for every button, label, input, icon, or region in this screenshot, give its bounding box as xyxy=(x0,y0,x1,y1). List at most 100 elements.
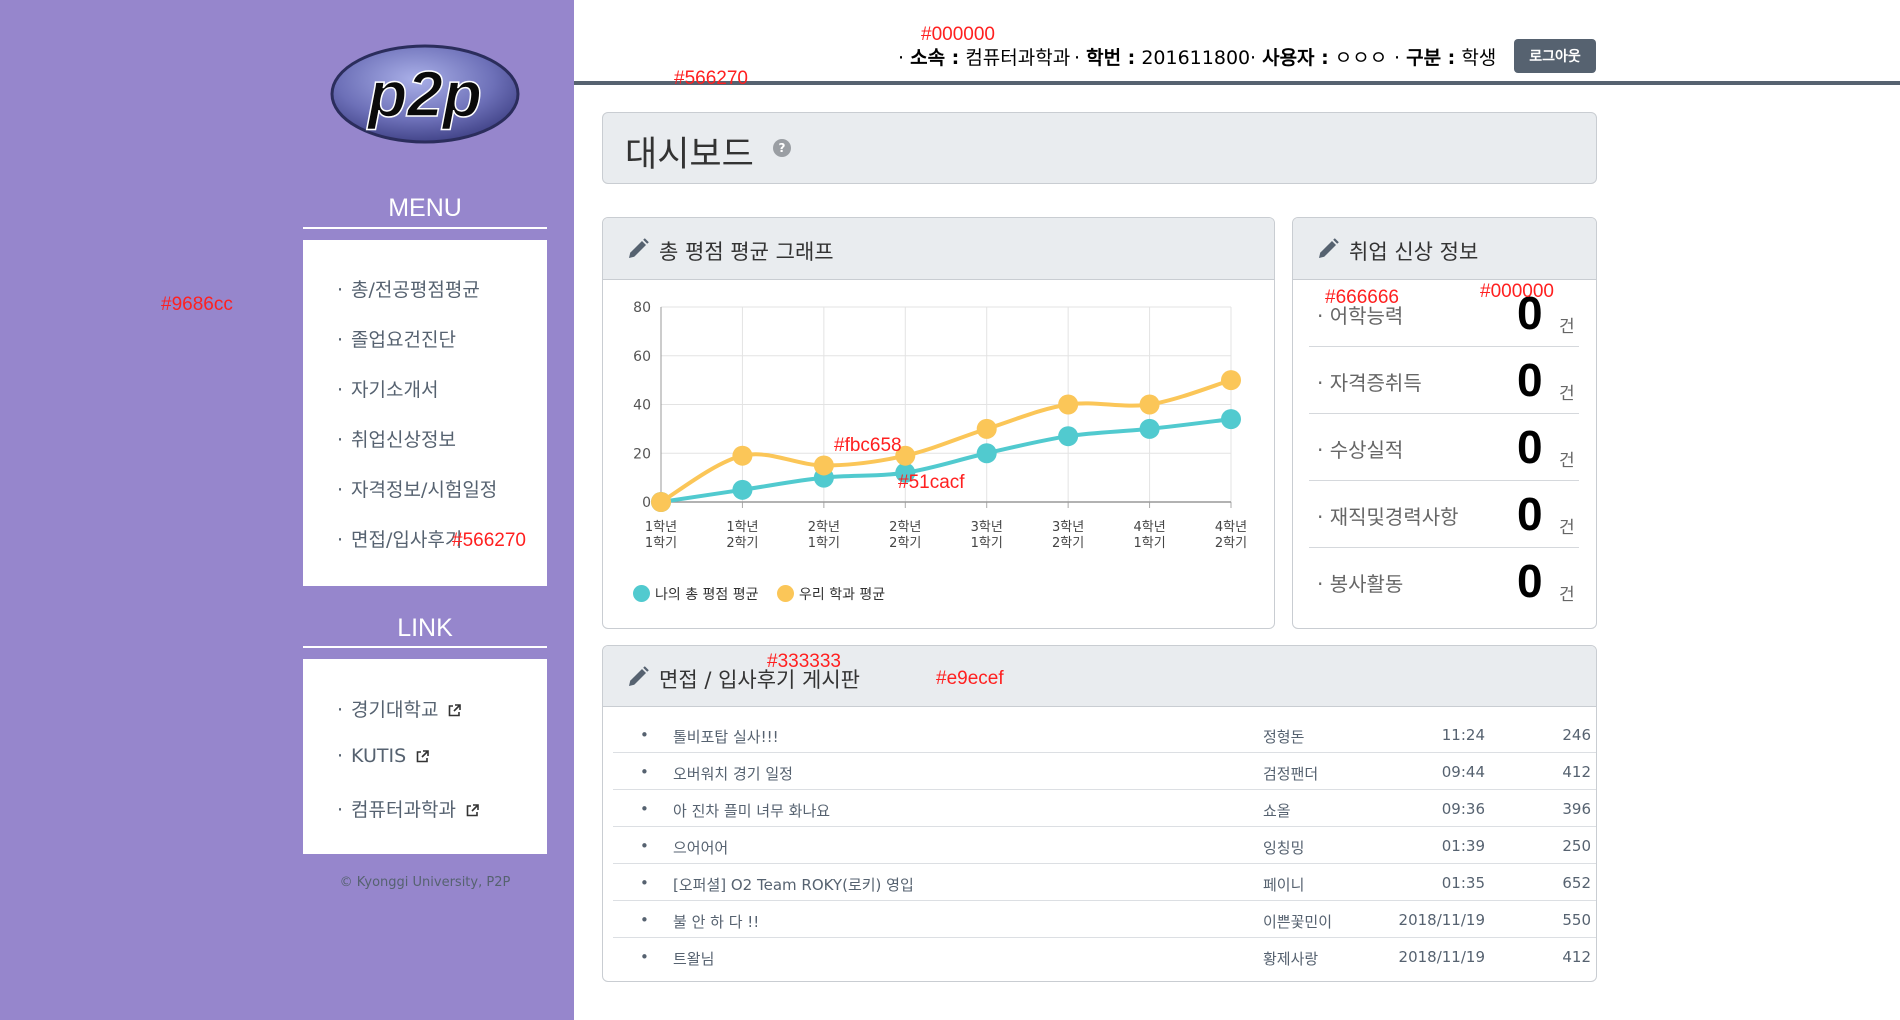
job-label: · 봉사활동 xyxy=(1317,572,1404,596)
menu-item-label: 취업신상정보 xyxy=(351,429,456,451)
page-title: 대시보드 xyxy=(625,135,754,175)
dept-value: 컴퓨터과학과 xyxy=(965,47,1071,69)
grade-panel-header: 총 평점 평균 그래프 xyxy=(603,218,1274,280)
pencil-icon xyxy=(629,666,649,686)
grade-chart-panel: 총 평점 평균 그래프 xyxy=(602,217,1275,629)
bullet: • xyxy=(640,911,649,929)
post-title[interactable]: 톨비포탑 실사!!! xyxy=(673,728,779,746)
board-row[interactable]: • 으어어어 잉칭밍 01:39 250 xyxy=(613,827,1596,864)
job-row-volunteer[interactable]: · 봉사활동 0 건 xyxy=(1309,548,1579,615)
board-row[interactable]: • 불 안 하 다 !! 이쁜꽃민이 2018/11/19 550 xyxy=(613,901,1596,938)
annotation-label: #fbc658 xyxy=(834,435,902,456)
annotation-label: #333333 xyxy=(767,651,841,672)
post-time: 2018/11/19 xyxy=(1398,911,1485,929)
job-count: 0 xyxy=(1517,354,1543,406)
student-id-info: · 학번 : 201611800 xyxy=(1074,47,1251,69)
post-views: 550 xyxy=(1562,911,1591,929)
job-row-awards[interactable]: · 수상실적 0 건 xyxy=(1309,414,1579,481)
board-row[interactable]: • 아 진차 플미 녀무 화나요 쇼올 09:36 396 xyxy=(613,790,1596,827)
post-title[interactable]: 아 진차 플미 녀무 화나요 xyxy=(673,802,831,820)
dept-label: 소속 : xyxy=(910,47,960,69)
board-row[interactable]: • 트왈님 황제사랑 2018/11/19 412 xyxy=(613,938,1596,975)
post-time: 2018/11/19 xyxy=(1398,948,1485,966)
employment-panel-header: 취업 신상 정보 xyxy=(1293,218,1596,280)
post-title[interactable]: [오퍼셜] O2 Team ROKY(로키) 영입 xyxy=(673,876,914,894)
board-row[interactable]: • [오퍼셜] O2 Team ROKY(로키) 영입 페이니 01:35 652 xyxy=(613,864,1596,901)
post-views: 412 xyxy=(1562,763,1591,781)
logout-button[interactable]: 로그아웃 xyxy=(1514,39,1596,73)
link-label: 경기대학교 xyxy=(351,699,439,721)
menu-item-graduation[interactable]: · 졸업요건진단 xyxy=(337,329,456,351)
menu-item-label: 총/전공평점평균 xyxy=(351,279,480,301)
student-id-value: 201611800 xyxy=(1141,47,1251,69)
post-title[interactable]: 오버워치 경기 일정 xyxy=(673,765,793,783)
post-author: 잉칭밍 xyxy=(1263,839,1305,857)
post-title[interactable]: 으어어어 xyxy=(673,839,729,857)
bullet: • xyxy=(640,726,649,744)
grade-panel-title: 총 평점 평균 그래프 xyxy=(659,240,834,264)
post-author: 페이니 xyxy=(1263,876,1305,894)
post-time: 09:36 xyxy=(1441,800,1485,818)
legend-item-dept-avg[interactable]: 우리 학과 평균 xyxy=(777,584,885,604)
job-unit: 건 xyxy=(1559,317,1575,337)
job-label: · 자격증취득 xyxy=(1317,371,1422,395)
job-label: · 재직및경력사항 xyxy=(1317,505,1459,529)
link-cs-dept[interactable]: · 컴퓨터과학과 xyxy=(337,795,479,822)
job-unit: 건 xyxy=(1559,451,1575,471)
external-link-icon xyxy=(466,804,479,817)
employment-panel: 취업 신상 정보 · 어학능력 0 건 · 자격증취득 0 건 · 수상실적 0… xyxy=(1292,217,1597,629)
job-count: 0 xyxy=(1517,421,1543,473)
menu-title: MENU xyxy=(388,194,462,222)
job-unit: 건 xyxy=(1559,518,1575,538)
top-bar xyxy=(574,0,1900,85)
link-divider xyxy=(303,646,547,648)
post-title[interactable]: 트왈님 xyxy=(673,950,715,968)
annotation-label: #566270 xyxy=(674,68,748,89)
menu-item-label: 자격정보/시험일정 xyxy=(351,479,498,501)
type-value: 학생 xyxy=(1461,47,1497,69)
help-icon[interactable]: ? xyxy=(773,139,791,157)
user-label: 사용자 : xyxy=(1262,47,1329,69)
user-value: ㅇㅇㅇ xyxy=(1334,47,1388,69)
board-panel-header: 면접 / 입사후기 게시판 xyxy=(603,646,1596,707)
menu-item-self-intro[interactable]: · 자기소개서 xyxy=(337,379,439,401)
p2p-logo[interactable]: p2p xyxy=(330,44,521,145)
svg-text:p2p: p2p xyxy=(366,58,482,130)
menu-item-employment[interactable]: · 취업신상정보 xyxy=(337,429,456,451)
board-panel-title: 면접 / 입사후기 게시판 xyxy=(659,668,860,692)
board-row[interactable]: • 오버워치 경기 일정 검정팬더 09:44 412 xyxy=(613,753,1596,790)
pencil-icon xyxy=(1319,238,1339,258)
link-title: LINK xyxy=(397,614,453,642)
bullet: • xyxy=(640,800,649,818)
job-row-certificate[interactable]: · 자격증취득 0 건 xyxy=(1309,347,1579,414)
link-kutis[interactable]: · KUTIS xyxy=(337,745,429,767)
post-author: 이쁜꽃민이 xyxy=(1263,913,1333,931)
job-row-language[interactable]: · 어학능력 0 건 xyxy=(1309,280,1579,347)
post-time: 01:35 xyxy=(1441,874,1485,892)
menu-item-certificates[interactable]: · 자격정보/시험일정 xyxy=(337,479,498,501)
bullet: • xyxy=(640,874,649,892)
menu-item-interview[interactable]: · 면접/입사후기 xyxy=(337,529,463,551)
pencil-icon xyxy=(629,238,649,258)
user-info: · 사용자 : ㅇㅇㅇ xyxy=(1250,47,1388,69)
annotation-label: #566270 xyxy=(452,530,526,551)
menu-item-label: 자기소개서 xyxy=(351,379,439,401)
post-title[interactable]: 불 안 하 다 !! xyxy=(673,913,760,931)
annotation-label: #000000 xyxy=(921,24,995,45)
board-row[interactable]: • 톨비포탑 실사!!! 정형돈 11:24 246 xyxy=(613,716,1596,753)
dashboard-title-panel: 대시보드 ? xyxy=(602,112,1597,184)
job-row-career[interactable]: · 재직및경력사항 0 건 xyxy=(1309,481,1579,548)
post-views: 250 xyxy=(1562,837,1591,855)
menu-item-gpa[interactable]: · 총/전공평점평균 xyxy=(337,279,480,301)
legend-item-my-gpa[interactable]: 나의 총 평점 평균 xyxy=(633,584,759,604)
post-author: 정형돈 xyxy=(1263,728,1305,746)
post-author: 검정팬더 xyxy=(1263,765,1319,783)
link-label: KUTIS xyxy=(351,745,407,767)
post-time: 01:39 xyxy=(1441,837,1485,855)
board-panel: 면접 / 입사후기 게시판 • 톨비포탑 실사!!! 정형돈 11:24 246 • 오버… xyxy=(602,645,1597,982)
annotation-label: #000000 xyxy=(1480,281,1554,302)
link-kyonggi[interactable]: · 경기대학교 xyxy=(337,695,462,722)
bullet: • xyxy=(640,837,649,855)
post-views: 396 xyxy=(1562,800,1591,818)
job-unit: 건 xyxy=(1559,585,1575,605)
